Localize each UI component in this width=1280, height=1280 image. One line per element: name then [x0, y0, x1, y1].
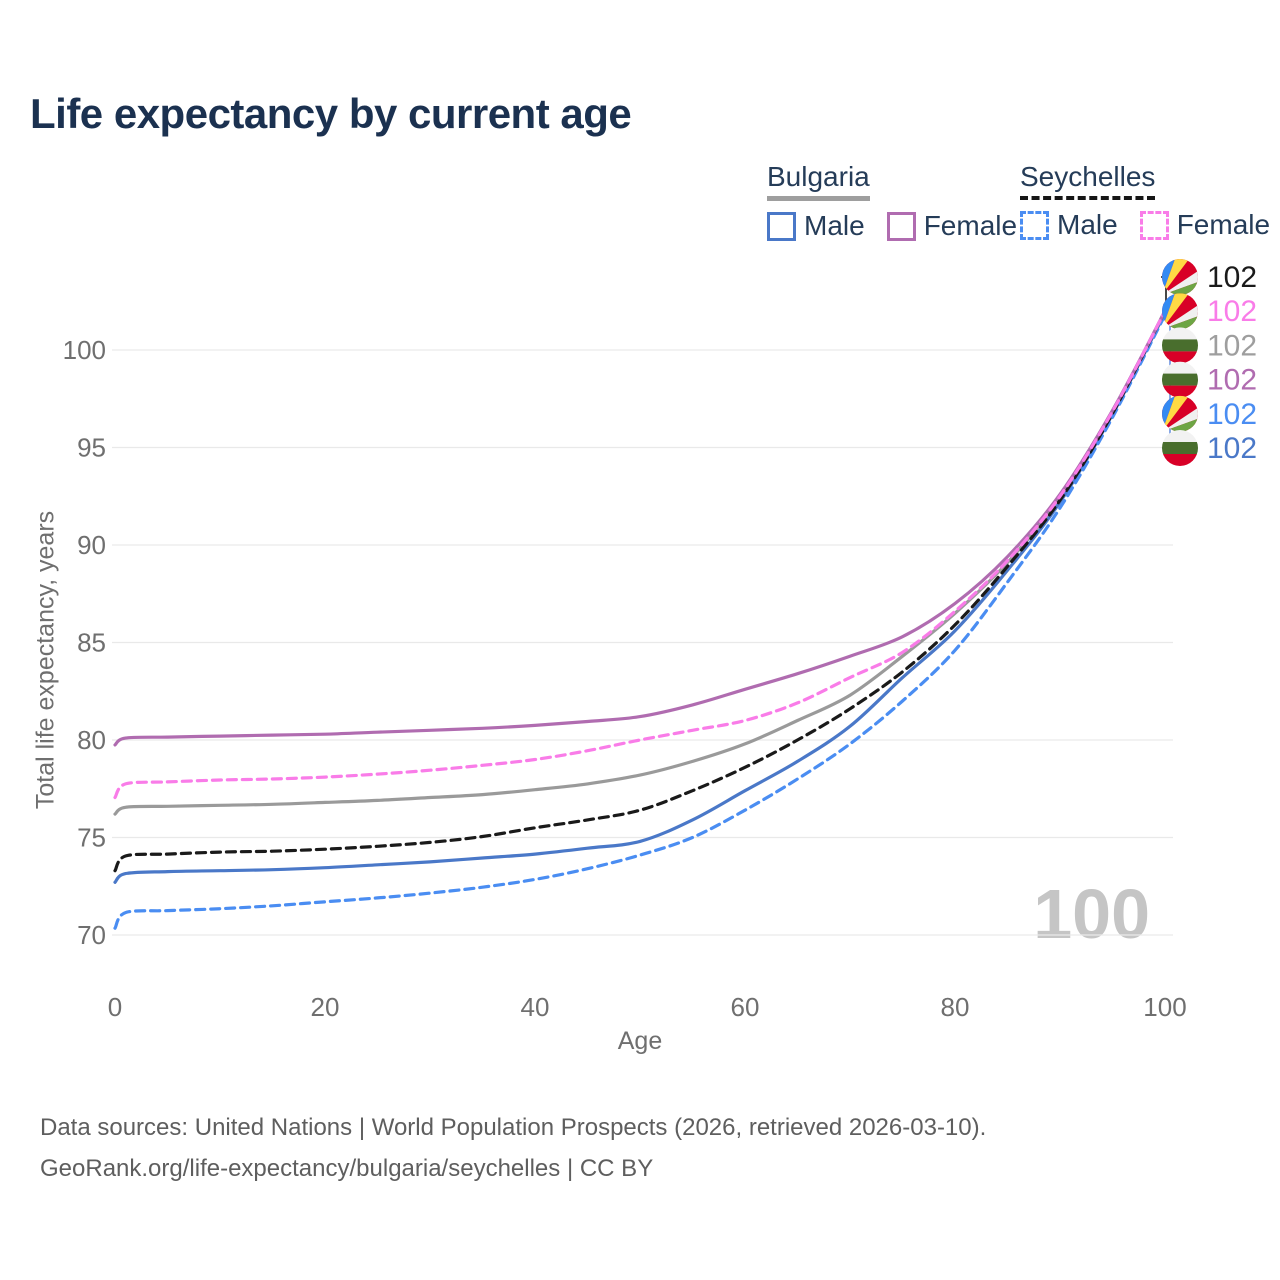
x-tick-label: 60 [731, 992, 760, 1022]
page-title: Life expectancy by current age [30, 90, 632, 137]
y-tick-label: 85 [77, 628, 106, 658]
flag-icon-seychelles [1162, 293, 1198, 330]
end-label-bulgaria-total: 102 [1162, 327, 1257, 364]
end-label-value: 102 [1207, 432, 1257, 465]
x-tick-label: 20 [311, 992, 340, 1022]
y-tick-label: 90 [77, 530, 106, 560]
y-tick-label: 80 [77, 725, 106, 755]
legend-item-seychelles-female[interactable]: Female [1139, 209, 1271, 241]
data-sources-line2: GeoRank.org/life-expectancy/bulgaria/sey… [40, 1155, 654, 1182]
end-label-seychelles-male: 102 [1162, 395, 1257, 432]
flag-icon-bulgaria [1162, 430, 1198, 466]
y-tick-label: 75 [77, 823, 106, 853]
legend-item-bulgaria-male[interactable]: Male [767, 210, 865, 242]
bulgaria-male-swatch[interactable] [767, 211, 796, 241]
end-label-value: 102 [1207, 261, 1257, 294]
legend-label: Male [1057, 209, 1118, 240]
x-tick-label: 0 [108, 992, 122, 1022]
legend-group-bulgaria: Bulgaria Male Female [767, 161, 1017, 242]
end-label-value: 102 [1207, 364, 1257, 397]
end-label-value: 102 [1207, 295, 1257, 328]
flag-icon-seychelles [1162, 395, 1198, 432]
legend-item-seychelles-male[interactable]: Male [1020, 209, 1118, 241]
end-label-value: 102 [1207, 329, 1257, 362]
legend-country-bulgaria[interactable]: Bulgaria [767, 161, 870, 201]
flag-icon-seychelles [1162, 259, 1198, 295]
line-seychelles-female [113, 309, 1167, 800]
line-seychelles-male [113, 313, 1167, 930]
flag-icon-bulgaria [1162, 327, 1198, 364]
legend-group-seychelles: Seychelles Male Female [1020, 161, 1270, 241]
y-tick-label: 100 [63, 335, 106, 365]
data-sources-line1: Data sources: United Nations | World Pop… [40, 1114, 987, 1141]
line-bulgaria-female [113, 309, 1167, 747]
line-seychelles-total [113, 309, 1167, 873]
data-sources: Data sources: United Nations | World Pop… [40, 1107, 986, 1189]
legend-country-seychelles[interactable]: Seychelles [1020, 161, 1156, 200]
end-label-value: 102 [1207, 398, 1257, 431]
seychelles-female-swatch[interactable] [1139, 210, 1169, 240]
x-tick-label: 100 [1143, 992, 1186, 1022]
x-axis-title: Age [617, 1027, 663, 1055]
bulgaria-female-swatch[interactable] [886, 211, 916, 241]
y-tick-label: 70 [77, 920, 106, 950]
x-tick-label: 40 [521, 992, 550, 1022]
seychelles-male-swatch[interactable] [1020, 210, 1049, 240]
end-label-seychelles-total: 102 [1162, 259, 1257, 295]
age-watermark: 100 [1033, 875, 1150, 953]
line-bulgaria-male [113, 311, 1167, 884]
legend-label: Female [1176, 209, 1271, 240]
flag-icon-bulgaria [1162, 361, 1198, 398]
legend-label: Female [923, 210, 1018, 241]
legend-label: Male [804, 210, 865, 241]
x-tick-label: 80 [941, 992, 970, 1022]
end-label-bulgaria-female: 102 [1162, 361, 1257, 398]
y-tick-label: 95 [77, 433, 106, 463]
end-label-bulgaria-male: 102 [1162, 430, 1257, 466]
y-axis-title: Total life expectancy, years [31, 510, 60, 810]
end-label-seychelles-female: 102 [1162, 293, 1257, 330]
legend-item-bulgaria-female[interactable]: Female [886, 210, 1018, 242]
